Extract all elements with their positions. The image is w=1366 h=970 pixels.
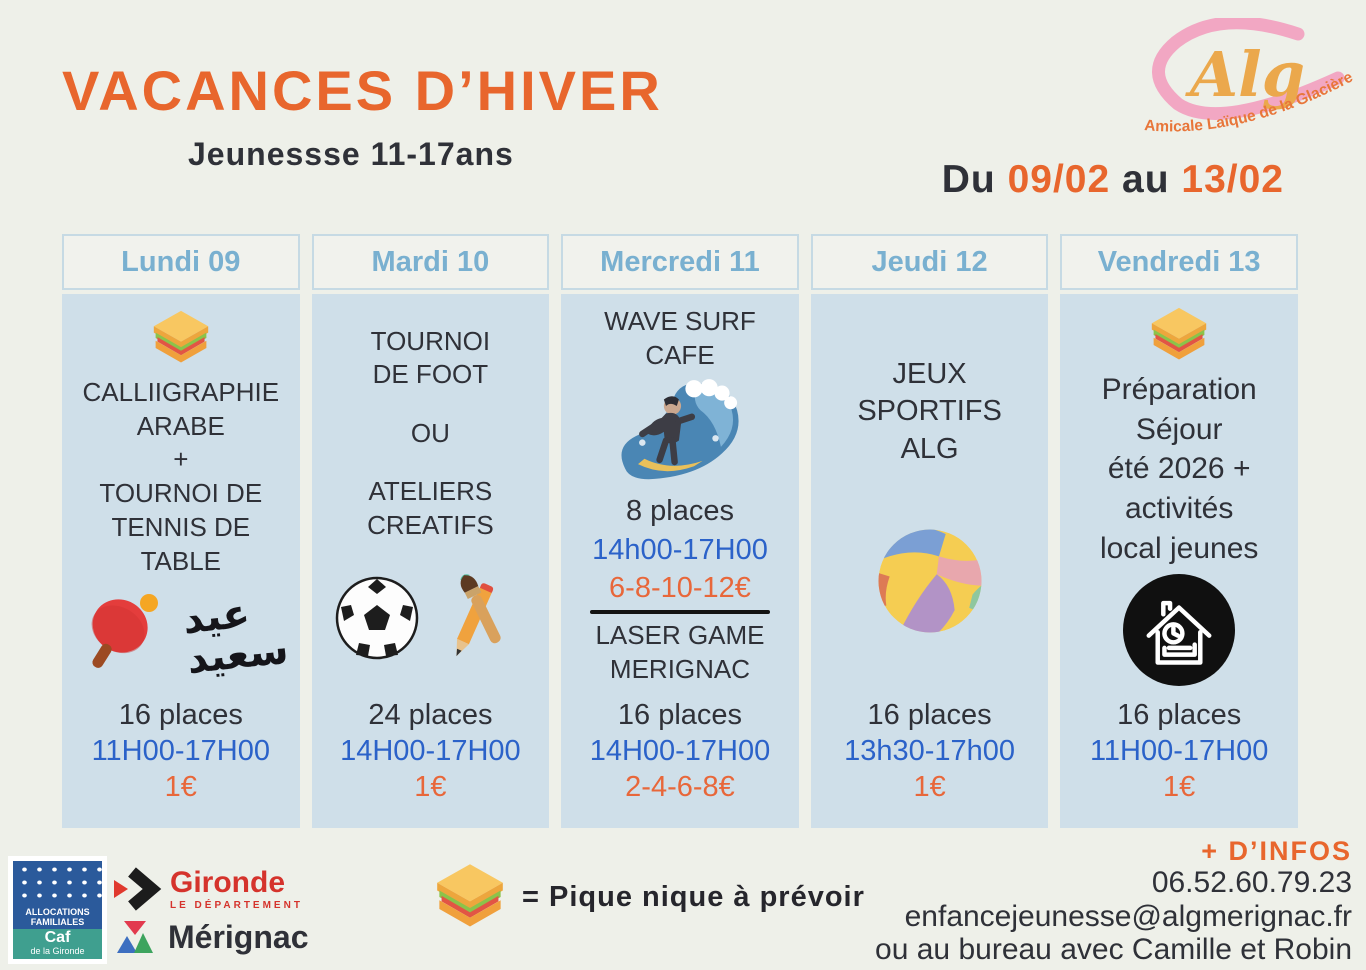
pencil-brush-icon xyxy=(434,568,526,668)
day-header: Jeudi 12 xyxy=(810,234,1049,290)
contact-block: + D’INFOS 06.52.60.79.23 enfancejeunesse… xyxy=(875,836,1352,967)
activity-title: Préparation Séjour été 2026 + activités … xyxy=(1099,373,1259,565)
day-header: Mardi 10 xyxy=(311,234,550,290)
places-text: 8 places xyxy=(625,495,734,528)
day-stats: 16 places 13h30-17h00 1€ xyxy=(817,699,1043,804)
places-text: 16 places xyxy=(118,699,243,732)
merignac-triangles-icon xyxy=(117,921,153,953)
activity-title: TOURNOI DE FOOT xyxy=(370,325,491,390)
merignac-name: Mérignac xyxy=(168,918,309,955)
activity-title: JEUX SPORTIFS ALG xyxy=(857,357,1002,465)
arabic-calligraphy-icon: عيد سعيد xyxy=(180,590,291,684)
picnic-legend: = Pique nique à prévoir xyxy=(430,862,865,932)
day-column-4: Jeudi 12 JEUX SPORTIFS ALG 16 places 13h30-… xyxy=(810,234,1049,828)
merignac-logo: Mérignac xyxy=(114,918,308,956)
caf-name: Caf xyxy=(44,929,71,947)
alg-logo: Alg Amicale Laïque de la Glacière xyxy=(1144,18,1356,135)
page-subtitle: Jeunessse 11-17ans xyxy=(188,136,514,172)
price-text: 6-8-10-12€ xyxy=(609,571,751,604)
infos-label: + D’INFOS xyxy=(1201,836,1352,866)
places-text: 16 places xyxy=(867,699,992,732)
day-header: Vendredi 13 xyxy=(1060,234,1298,290)
date-range: Du 09/02 au 13/02 xyxy=(942,158,1284,202)
volleyball-icon xyxy=(874,525,986,637)
time-text: 11H00-17H00 xyxy=(1089,735,1269,768)
days-grid: Lundi 09 CALLIIGRAPHIE ARABE + TOURNOI DE… xyxy=(62,234,1298,828)
day-body: Préparation Séjour été 2026 + activités … xyxy=(1060,294,1298,828)
price-text: 1€ xyxy=(414,771,447,804)
activity-title: WAVE SURF CAFE xyxy=(604,306,756,371)
day-stats: 16 places 11H00-17H00 1€ xyxy=(1066,699,1292,804)
pingpong-icon xyxy=(75,587,171,683)
activity-title: ATELIERS CREATIFS xyxy=(367,476,494,541)
time-text: 14H00-17H00 xyxy=(340,735,521,768)
caf-logo: ALLOCATIONS FAMILIALES Caf de la Gironde xyxy=(8,856,107,964)
time-text: 13h30-17h00 xyxy=(844,735,1016,768)
contact-note: ou au bureau avec Camille et Robin xyxy=(875,933,1352,967)
day-body: TOURNOI DE FOOT OU ATELIERS CREATIFS 24 pla… xyxy=(311,294,550,828)
icons-row xyxy=(334,568,526,668)
date-start: 09/02 xyxy=(1007,158,1111,201)
time-text: 11H00-17H00 xyxy=(91,735,270,768)
caf-figures-pattern: ALLOCATIONS FAMILIALES xyxy=(13,861,102,930)
activity-title: LASER GAME MERIGNAC xyxy=(595,620,765,685)
caf-subtitle: de la Gironde xyxy=(30,946,85,957)
day-stats: 16 places 14H00-17H00 2-4-6-8€ xyxy=(567,699,793,804)
price-text: 1€ xyxy=(1163,771,1196,804)
divider xyxy=(589,610,771,615)
page-title: VACANCES D’HIVER xyxy=(62,59,663,122)
day-body: WAVE SURF CAFE 8 places 14h00-17H00 6-8-10-… xyxy=(561,294,799,828)
soccer-icon xyxy=(334,575,420,661)
day-stats: 24 places 14H00-17H00 1€ xyxy=(318,699,544,804)
day-column-1: Lundi 09 CALLIIGRAPHIE ARABE + TOURNOI DE… xyxy=(62,234,300,828)
places-text: 16 places xyxy=(617,699,743,732)
day-column-5: Vendredi 13 Préparation Séjour été 2026 +… xyxy=(1060,234,1298,828)
contact-email: enfancejeunesse@algmerignac.fr xyxy=(904,899,1352,933)
places-text: 16 places xyxy=(1117,699,1242,732)
price-text: 2-4-6-8€ xyxy=(625,771,735,804)
price-text: 1€ xyxy=(164,771,197,804)
gironde-chevron-icon xyxy=(114,867,162,911)
date-prefix: Du xyxy=(941,158,996,201)
day-header: Mercredi 11 xyxy=(561,234,799,290)
alg-logo-name: Alg xyxy=(1185,38,1305,111)
day-stats: 16 places 11H00-17H00 1€ xyxy=(68,699,294,804)
day-body: JEUX SPORTIFS ALG 16 places 13h30-17h00 1€ xyxy=(810,294,1049,828)
sandwich-icon xyxy=(1146,306,1212,364)
icons-row: عيد سعيد xyxy=(75,587,291,684)
activity-title: CALLIIGRAPHIE ARABE + TOURNOI DE TENNIS … xyxy=(82,376,280,576)
day-body: CALLIIGRAPHIE ARABE + TOURNOI DE TENNIS … xyxy=(62,294,300,828)
date-end: 13/02 xyxy=(1181,158,1284,201)
caf-allocations-label: ALLOCATIONS xyxy=(25,906,90,917)
day-column-2: Mardi 10 TOURNOI DE FOOT OU ATELIERS CREATI… xyxy=(311,234,550,828)
sandwich-icon xyxy=(430,862,510,932)
caf-familiales-label: FAMILIALES xyxy=(30,916,85,927)
sandwich-icon xyxy=(148,309,214,367)
surfer-icon xyxy=(610,378,750,490)
gironde-name: Gironde xyxy=(170,865,286,899)
time-text: 14h00-17H00 xyxy=(592,533,768,566)
activity-title: OU xyxy=(410,417,450,448)
house-stay-icon xyxy=(1123,574,1236,687)
gironde-logo: Gironde LE DÉPARTEMENT xyxy=(112,866,303,912)
price-text: 1€ xyxy=(913,771,946,804)
places-text: 24 places xyxy=(368,699,493,732)
contact-phone: 06.52.60.79.23 xyxy=(1151,866,1352,900)
time-text: 14H00-17H00 xyxy=(589,735,771,768)
date-connector: au xyxy=(1122,158,1170,201)
day-header: Lundi 09 xyxy=(62,234,300,290)
gironde-subtitle: LE DÉPARTEMENT xyxy=(170,899,303,911)
day-column-3: Mercredi 11 WAVE SURF CAFE 8 places 14h00-1… xyxy=(561,234,799,828)
picnic-legend-text: = Pique nique à prévoir xyxy=(522,880,865,913)
